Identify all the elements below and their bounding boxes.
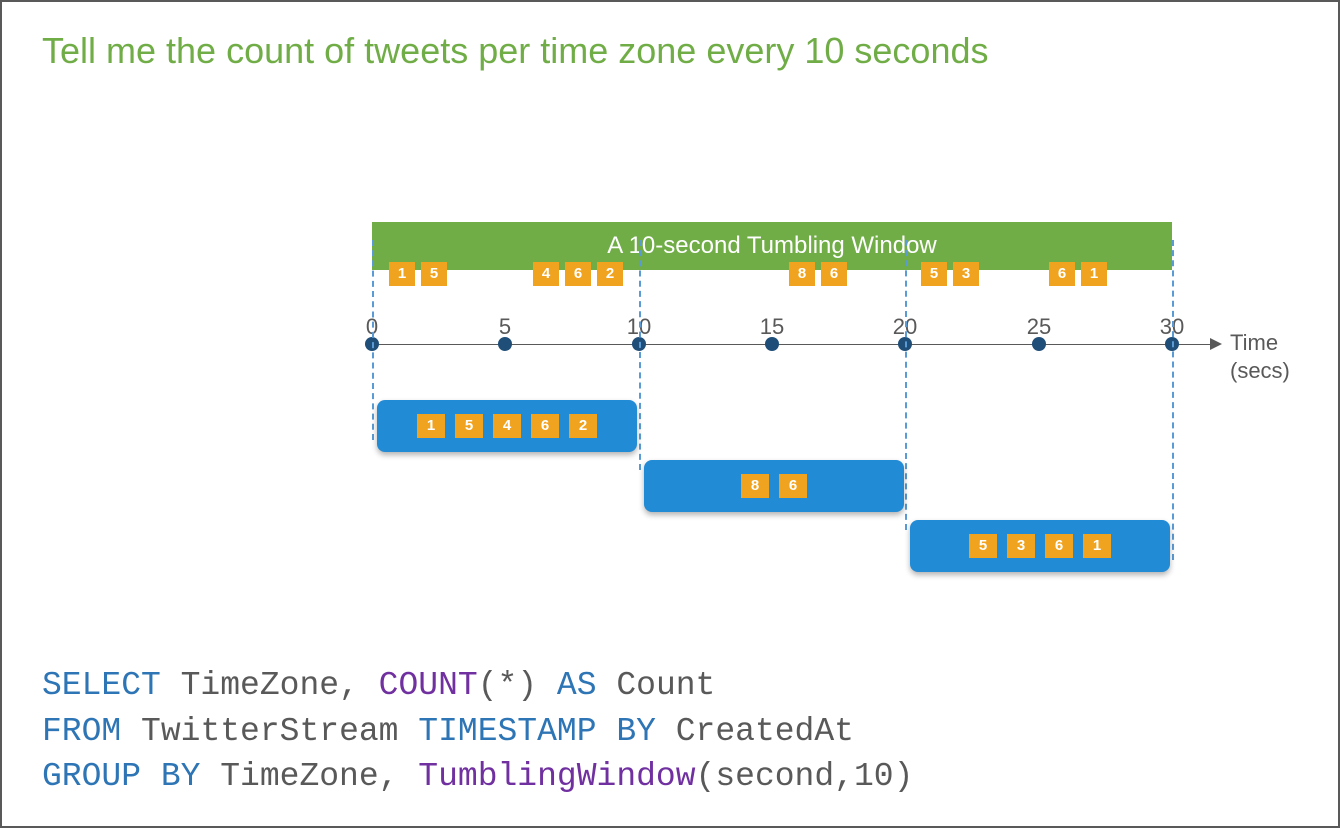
sql-line: FROM TwitterStream TIMESTAMP BY CreatedA… <box>42 709 913 755</box>
page-title: Tell me the count of tweets per time zon… <box>2 2 1338 82</box>
event-box: 5 <box>421 262 447 286</box>
sql-token: (second,10) <box>696 758 914 795</box>
tick-label: 5 <box>499 314 511 340</box>
tumbling-window-result: 5361 <box>910 520 1170 572</box>
sql-token: TimeZone, <box>220 758 418 795</box>
axis-title-line2: (secs) <box>1230 358 1290 384</box>
sql-token: AS <box>557 667 616 704</box>
window-event-box: 6 <box>1045 534 1073 558</box>
event-box: 6 <box>565 262 591 286</box>
event-box: 6 <box>1049 262 1075 286</box>
window-event-box: 8 <box>741 474 769 498</box>
sql-token: TimeZone, <box>181 667 379 704</box>
window-divider <box>639 240 641 470</box>
sql-line: SELECT TimeZone, COUNT(*) AS Count <box>42 663 913 709</box>
window-event-box: 1 <box>417 414 445 438</box>
window-event-box: 2 <box>569 414 597 438</box>
window-event-box: 6 <box>779 474 807 498</box>
sql-token: SELECT <box>42 667 181 704</box>
event-box: 5 <box>921 262 947 286</box>
window-event-box: 1 <box>1083 534 1111 558</box>
tick-label: 15 <box>760 314 784 340</box>
sql-token: TwitterStream <box>141 713 418 750</box>
sql-token: TIMESTAMP BY <box>418 713 675 750</box>
window-event-box: 4 <box>493 414 521 438</box>
sql-token: COUNT <box>379 667 478 704</box>
tick-label: 25 <box>1027 314 1051 340</box>
window-event-box: 3 <box>1007 534 1035 558</box>
sql-token: Count <box>616 667 715 704</box>
event-box: 1 <box>1081 262 1107 286</box>
sql-token: CreatedAt <box>676 713 854 750</box>
event-box: 6 <box>821 262 847 286</box>
axis-title-line1: Time <box>1230 330 1278 356</box>
window-divider <box>372 240 374 440</box>
sql-token: TumblingWindow <box>418 758 695 795</box>
event-box: 1 <box>389 262 415 286</box>
sql-token: GROUP BY <box>42 758 220 795</box>
event-box: 2 <box>597 262 623 286</box>
window-divider <box>1172 240 1174 560</box>
event-box: 4 <box>533 262 559 286</box>
window-event-box: 6 <box>531 414 559 438</box>
event-box: 3 <box>953 262 979 286</box>
axis-arrow-icon <box>1210 338 1222 350</box>
sql-code: SELECT TimeZone, COUNT(*) AS CountFROM T… <box>42 663 913 800</box>
tumbling-window-diagram: A 10-second Tumbling Window 051015202530… <box>2 82 1338 562</box>
window-event-box: 5 <box>455 414 483 438</box>
sql-token: FROM <box>42 713 141 750</box>
window-event-box: 5 <box>969 534 997 558</box>
tumbling-window-result: 15462 <box>377 400 637 452</box>
sql-token: (*) <box>478 667 557 704</box>
tumbling-window-result: 86 <box>644 460 904 512</box>
event-box: 8 <box>789 262 815 286</box>
sql-line: GROUP BY TimeZone, TumblingWindow(second… <box>42 754 913 800</box>
window-divider <box>905 240 907 530</box>
